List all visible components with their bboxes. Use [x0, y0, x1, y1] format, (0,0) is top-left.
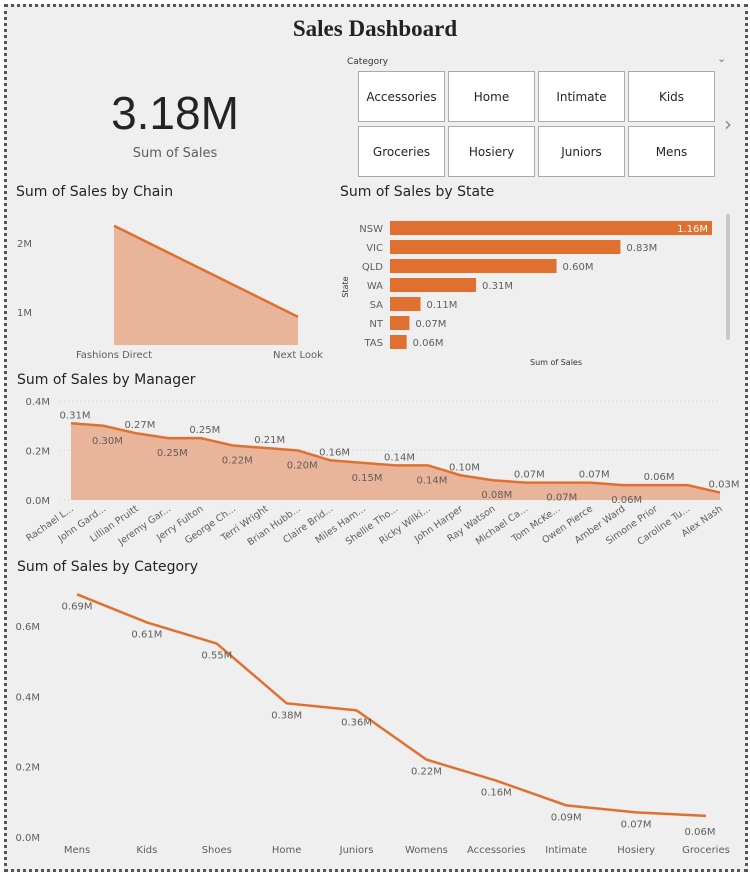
- state-y-tick: NT: [369, 319, 383, 330]
- state-bar: [390, 221, 713, 235]
- chain-chart-title: Sum of Sales by Chain: [16, 184, 174, 200]
- state-scrollbar: [726, 214, 730, 340]
- slicer-tile-home[interactable]: Home: [448, 71, 535, 122]
- category-y-tick: 0.4M: [15, 692, 40, 703]
- state-data-label: 0.11M: [427, 300, 458, 311]
- manager-data-label: 0.03M: [709, 480, 740, 491]
- slicer-tile-intimate[interactable]: Intimate: [538, 71, 625, 122]
- manager-data-label: 0.21M: [254, 435, 285, 446]
- manager-data-label: 0.08M: [481, 490, 512, 501]
- slicer-tile-kids[interactable]: Kids: [628, 71, 715, 122]
- state-bar: [390, 278, 477, 292]
- category-line: [76, 593, 707, 818]
- state-data-label: 1.16M: [677, 224, 708, 235]
- category-data-label: 0.69M: [62, 601, 93, 612]
- category-x-tick: Home: [272, 845, 302, 856]
- category-data-label: 0.36M: [341, 717, 372, 728]
- category-x-tick: Mens: [64, 845, 90, 856]
- category-x-tick: Accessories: [467, 845, 526, 856]
- chain-y-tick: 1M: [17, 308, 32, 319]
- kpi-card-value: 3.18M: [111, 87, 239, 139]
- category-x-tick: Groceries: [682, 845, 730, 856]
- category-data-label: 0.16M: [481, 788, 512, 799]
- category-data-label: 0.07M: [621, 819, 652, 830]
- kpi-card-label: Sum of Sales: [132, 146, 218, 161]
- manager-data-label: 0.10M: [449, 462, 480, 473]
- manager-data-label: 0.16M: [319, 447, 350, 458]
- slicer-tile-accessories[interactable]: Accessories: [358, 71, 445, 122]
- slicer-tile-groceries[interactable]: Groceries: [358, 126, 445, 177]
- state-y-tick: QLD: [362, 262, 383, 273]
- chevron-down-icon[interactable]: ⌄: [717, 52, 727, 65]
- category-x-tick: Juniors: [339, 845, 374, 856]
- chevron-right-icon[interactable]: ›: [724, 112, 732, 136]
- category-x-tick: Hosiery: [617, 845, 655, 856]
- category-x-tick: Kids: [136, 845, 157, 856]
- manager-data-label: 0.06M: [644, 472, 675, 483]
- state-y-tick: SA: [370, 300, 384, 311]
- chain-x-tick: Fashions Direct: [76, 350, 152, 361]
- chain-y-tick: 2M: [17, 239, 32, 250]
- category-y-tick: 0.2M: [15, 763, 40, 774]
- manager-data-label: 0.20M: [287, 461, 318, 472]
- slicer-tile-juniors[interactable]: Juniors: [538, 126, 625, 177]
- manager-y-tick: 0.0M: [25, 496, 50, 507]
- category-y-tick: 0.0M: [15, 833, 40, 844]
- state-y-tick: TAS: [363, 338, 383, 349]
- manager-data-label: 0.14M: [416, 475, 447, 486]
- category-x-tick: Intimate: [545, 845, 587, 856]
- state-chart-title: Sum of Sales by State: [340, 184, 495, 200]
- state-data-label: 0.06M: [413, 338, 444, 349]
- manager-chart-title: Sum of Sales by Manager: [17, 372, 196, 388]
- category-data-label: 0.55M: [201, 651, 232, 662]
- manager-data-label: 0.25M: [189, 425, 220, 436]
- category-data-label: 0.09M: [551, 812, 582, 823]
- state-data-label: 0.31M: [482, 281, 513, 292]
- state-y-axis-title: State: [341, 276, 350, 297]
- state-y-tick: VIC: [366, 243, 383, 254]
- category-data-label: 0.61M: [131, 629, 162, 640]
- chain-line: [113, 224, 299, 318]
- state-x-axis-title: Sum of Sales: [530, 358, 582, 367]
- state-y-tick: NSW: [359, 224, 383, 235]
- manager-data-label: 0.31M: [60, 410, 91, 421]
- slicer-tile-hosiery[interactable]: Hosiery: [448, 126, 535, 177]
- category-y-tick: 0.6M: [15, 622, 40, 633]
- state-data-label: 0.07M: [415, 319, 446, 330]
- manager-data-label: 0.07M: [579, 470, 610, 481]
- state-data-label: 0.83M: [626, 243, 657, 254]
- state-bar: [390, 240, 621, 254]
- state-data-label: 0.60M: [563, 262, 594, 273]
- manager-data-label: 0.14M: [384, 452, 415, 463]
- manager-y-tick: 0.2M: [25, 447, 50, 458]
- category-x-tick: Womens: [405, 845, 448, 856]
- manager-data-label: 0.06M: [611, 495, 642, 506]
- category-data-label: 0.06M: [685, 827, 716, 838]
- manager-data-label: 0.07M: [514, 470, 545, 481]
- slicer-tile-mens[interactable]: Mens: [628, 126, 715, 177]
- state-bar: [390, 335, 407, 349]
- manager-data-label: 0.15M: [352, 473, 383, 484]
- category-chart-title: Sum of Sales by Category: [17, 559, 199, 575]
- page-title: Sales Dashboard: [292, 16, 458, 41]
- chain-area: [114, 225, 298, 345]
- manager-data-label: 0.27M: [124, 420, 155, 431]
- chain-x-tick: Next Look: [273, 350, 323, 361]
- state-bar: [390, 316, 410, 330]
- manager-data-label: 0.25M: [157, 448, 188, 459]
- state-y-tick: WA: [367, 281, 383, 292]
- category-data-label: 0.38M: [271, 710, 302, 721]
- manager-data-label: 0.30M: [92, 436, 123, 447]
- slicer-title: Category: [347, 57, 389, 67]
- manager-data-label: 0.07M: [546, 493, 577, 504]
- manager-line: [70, 422, 721, 494]
- manager-data-label: 0.22M: [222, 456, 253, 467]
- category-data-label: 0.22M: [411, 767, 442, 778]
- state-bar: [390, 297, 421, 311]
- manager-area: [71, 423, 720, 500]
- category-x-tick: Shoes: [202, 845, 232, 856]
- state-bar: [390, 259, 557, 273]
- manager-y-tick: 0.4M: [25, 397, 50, 408]
